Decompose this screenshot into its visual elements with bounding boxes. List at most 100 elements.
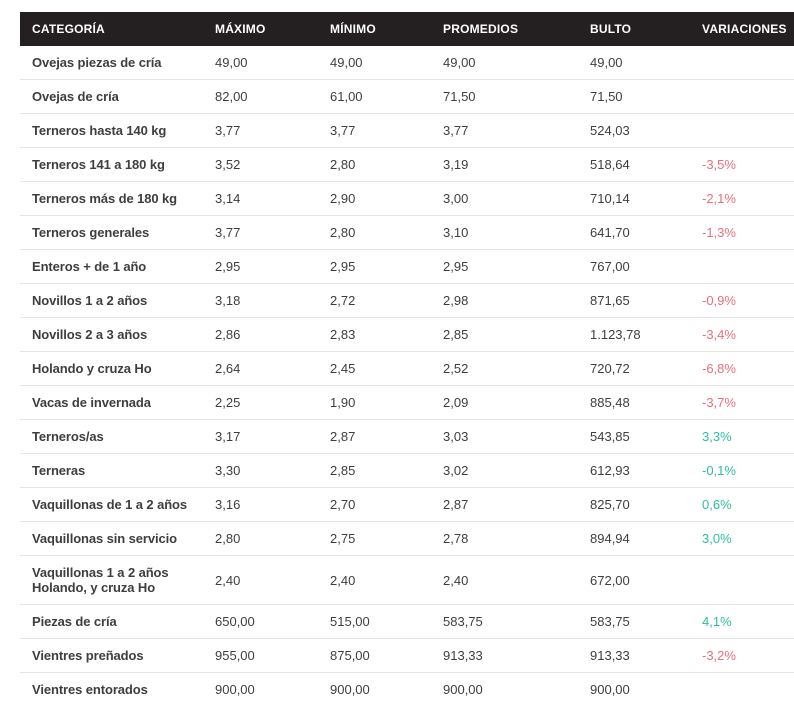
bulto-cell: 641,70: [578, 215, 690, 250]
minimo-cell: 2,45: [318, 351, 431, 386]
promedios-cell: 583,75: [431, 604, 578, 639]
bulto-cell: 672,00: [578, 555, 690, 605]
maximo-cell: 2,40: [203, 555, 318, 605]
variation-cell: -3,7%: [690, 385, 794, 420]
promedios-cell: 3,03: [431, 419, 578, 454]
maximo-cell: 2,25: [203, 385, 318, 420]
bulto-cell: 1.123,78: [578, 317, 690, 352]
maximo-cell: 3,77: [203, 215, 318, 250]
variation-cell: 4,1%: [690, 604, 794, 639]
minimo-cell: 2,83: [318, 317, 431, 352]
bulto-cell: 710,14: [578, 181, 690, 216]
minimo-cell: 2,87: [318, 419, 431, 454]
table-row: Vacas de invernada 2,25 1,90 2,09 885,48…: [20, 385, 794, 420]
minimo-cell: 2,75: [318, 521, 431, 556]
promedios-cell: 2,87: [431, 487, 578, 522]
variation-cell: -1,3%: [690, 215, 794, 250]
minimo-cell: 900,00: [318, 672, 431, 703]
bulto-cell: 71,50: [578, 79, 690, 114]
category-cell: Vacas de invernada: [20, 385, 203, 420]
minimo-cell: 49,00: [318, 46, 431, 80]
table-row: Terneros/as 3,17 2,87 3,03 543,85 3,3%: [20, 419, 794, 454]
maximo-cell: 49,00: [203, 46, 318, 80]
minimo-cell: 61,00: [318, 79, 431, 114]
column-header-bulto: BULTO: [578, 12, 690, 46]
variation-cell: [690, 46, 794, 80]
table-row: Terneros más de 180 kg 3,14 2,90 3,00 71…: [20, 181, 794, 216]
bulto-cell: 913,33: [578, 638, 690, 673]
promedios-cell: 2,52: [431, 351, 578, 386]
category-cell: Terneros generales: [20, 215, 203, 250]
table-row: Vientres entorados 900,00 900,00 900,00 …: [20, 672, 794, 703]
minimo-cell: 2,70: [318, 487, 431, 522]
bulto-cell: 612,93: [578, 453, 690, 488]
variation-cell: -3,2%: [690, 638, 794, 673]
category-cell: Vientres preñados: [20, 638, 203, 673]
table-row: Vaquillonas 1 a 2 años Holando, y cruza …: [20, 555, 794, 605]
maximo-cell: 2,95: [203, 249, 318, 284]
bulto-cell: 49,00: [578, 46, 690, 80]
table-row: Novillos 2 a 3 años 2,86 2,83 2,85 1.123…: [20, 317, 794, 352]
category-cell: Terneros hasta 140 kg: [20, 113, 203, 148]
table-header: CATEGORÍA MÁXIMO MÍNIMO PROMEDIOS BULTO …: [20, 12, 794, 46]
variation-cell: -2,1%: [690, 181, 794, 216]
livestock-prices-table: CATEGORÍA MÁXIMO MÍNIMO PROMEDIOS BULTO …: [20, 12, 794, 703]
minimo-cell: 2,40: [318, 555, 431, 605]
category-cell: Ovejas de cría: [20, 79, 203, 114]
promedios-cell: 3,02: [431, 453, 578, 488]
promedios-cell: 49,00: [431, 46, 578, 80]
maximo-cell: 3,18: [203, 283, 318, 318]
bulto-cell: 767,00: [578, 249, 690, 284]
category-cell: Piezas de cría: [20, 604, 203, 639]
bulto-cell: 885,48: [578, 385, 690, 420]
minimo-cell: 2,80: [318, 147, 431, 182]
table-row: Ovejas piezas de cría 49,00 49,00 49,00 …: [20, 46, 794, 80]
category-cell: Novillos 1 a 2 años: [20, 283, 203, 318]
maximo-cell: 650,00: [203, 604, 318, 639]
category-cell: Terneros más de 180 kg: [20, 181, 203, 216]
variation-cell: [690, 79, 794, 114]
variation-cell: -0,9%: [690, 283, 794, 318]
promedios-cell: 3,19: [431, 147, 578, 182]
promedios-cell: 2,78: [431, 521, 578, 556]
maximo-cell: 3,17: [203, 419, 318, 454]
variation-cell: -6,8%: [690, 351, 794, 386]
table-row: Holando y cruza Ho 2,64 2,45 2,52 720,72…: [20, 351, 794, 386]
minimo-cell: 2,72: [318, 283, 431, 318]
minimo-cell: 2,85: [318, 453, 431, 488]
bulto-cell: 518,64: [578, 147, 690, 182]
category-cell: Vaquillonas sin servicio: [20, 521, 203, 556]
table-body: Ovejas piezas de cría 49,00 49,00 49,00 …: [20, 46, 794, 703]
variation-cell: -3,4%: [690, 317, 794, 352]
maximo-cell: 3,14: [203, 181, 318, 216]
promedios-cell: 2,09: [431, 385, 578, 420]
column-header-maximo: MÁXIMO: [203, 12, 318, 46]
promedios-cell: 2,40: [431, 555, 578, 605]
promedios-cell: 900,00: [431, 672, 578, 703]
promedios-cell: 2,95: [431, 249, 578, 284]
category-cell: Terneros/as: [20, 419, 203, 454]
bulto-cell: 900,00: [578, 672, 690, 703]
maximo-cell: 900,00: [203, 672, 318, 703]
bulto-cell: 543,85: [578, 419, 690, 454]
category-cell: Vaquillonas 1 a 2 años Holando, y cruza …: [20, 555, 203, 605]
bulto-cell: 720,72: [578, 351, 690, 386]
maximo-cell: 2,80: [203, 521, 318, 556]
category-cell: Enteros + de 1 año: [20, 249, 203, 284]
table-row: Terneros generales 3,77 2,80 3,10 641,70…: [20, 215, 794, 250]
table-row: Piezas de cría 650,00 515,00 583,75 583,…: [20, 604, 794, 639]
promedios-cell: 3,10: [431, 215, 578, 250]
column-header-categoria: CATEGORÍA: [20, 12, 203, 46]
variation-cell: 0,6%: [690, 487, 794, 522]
column-header-promedios: PROMEDIOS: [431, 12, 578, 46]
table-header-row: CATEGORÍA MÁXIMO MÍNIMO PROMEDIOS BULTO …: [20, 12, 794, 46]
category-cell: Novillos 2 a 3 años: [20, 317, 203, 352]
table-row: Vaquillonas de 1 a 2 años 3,16 2,70 2,87…: [20, 487, 794, 522]
category-cell: Holando y cruza Ho: [20, 351, 203, 386]
minimo-cell: 515,00: [318, 604, 431, 639]
variation-cell: [690, 249, 794, 284]
category-cell: Terneras: [20, 453, 203, 488]
maximo-cell: 3,77: [203, 113, 318, 148]
maximo-cell: 3,16: [203, 487, 318, 522]
promedios-cell: 3,00: [431, 181, 578, 216]
